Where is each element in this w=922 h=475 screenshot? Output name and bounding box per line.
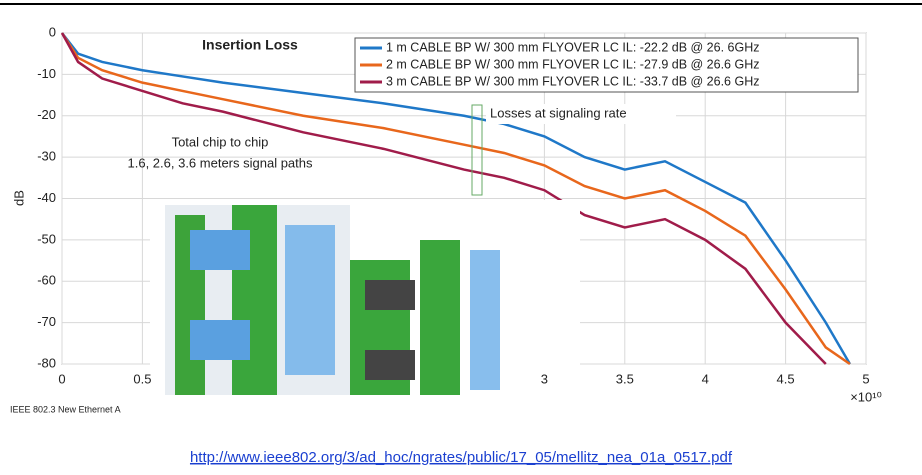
y-tick-label: -60 (37, 273, 56, 288)
legend-label: 3 m CABLE BP W/ 300 mm FLYOVER LC IL: -3… (386, 74, 759, 88)
x-tick-label: 0 (58, 371, 65, 386)
y-tick-label: -20 (37, 107, 56, 122)
source-link[interactable]: http://www.ieee802.org/3/ad_hoc/ngrates/… (190, 449, 733, 466)
y-tick-label: -30 (37, 149, 56, 164)
legend-label: 1 m CABLE BP W/ 300 mm FLYOVER LC IL: -2… (386, 40, 759, 54)
x-tick-label: 5 (862, 371, 869, 386)
x-tick-label: 4.5 (777, 371, 795, 386)
y-tick-label: -40 (37, 190, 56, 205)
y-axis-label: dB (11, 190, 26, 206)
x-tick-label: 4 (702, 371, 709, 386)
x-tick-label: 3 (541, 371, 548, 386)
x-multiplier: ×10¹⁰ (850, 389, 882, 404)
annotation: Losses at signaling rate (490, 105, 627, 120)
y-tick-label: -10 (37, 66, 56, 81)
legend-label: 2 m CABLE BP W/ 300 mm FLYOVER LC IL: -2… (386, 57, 759, 71)
cable-photo (150, 200, 580, 400)
x-tick-label: 3.5 (616, 371, 634, 386)
legend: 1 m CABLE BP W/ 300 mm FLYOVER LC IL: -2… (355, 38, 858, 92)
chart-title: Insertion Loss (202, 37, 298, 53)
source-note: IEEE 802.3 New Ethernet A (10, 404, 121, 414)
y-tick-label: -50 (37, 231, 56, 246)
y-tick-label: -70 (37, 314, 56, 329)
y-tick-label: 0 (49, 24, 56, 39)
annotation: 1.6, 2.6, 3.6 meters signal paths (128, 155, 313, 170)
slide: Insertion Loss dB ×10¹⁰ Losses at signal… (0, 0, 922, 475)
annotation: Total chip to chip (172, 134, 269, 149)
x-tick-label: 0.5 (133, 371, 151, 386)
y-tick-label: -80 (37, 355, 56, 370)
